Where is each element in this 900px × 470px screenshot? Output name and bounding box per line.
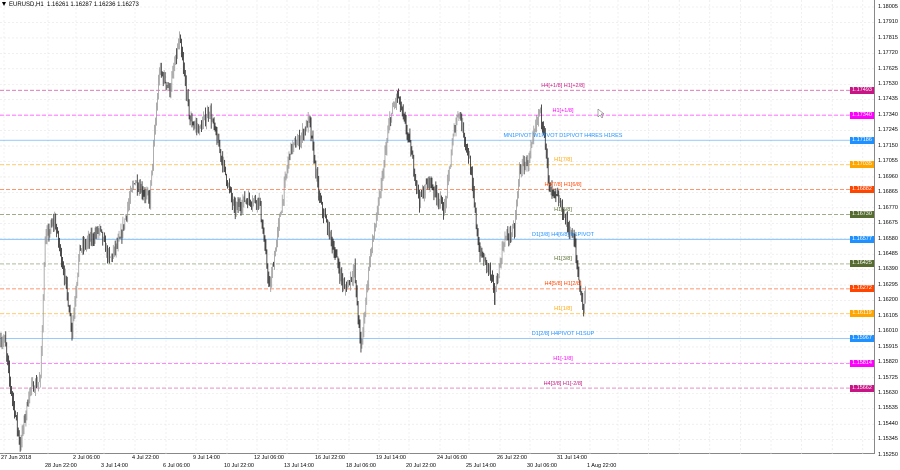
x-tick-label: 2 Jul 06:00	[73, 455, 100, 461]
x-tick-label: 9 Jul 14:00	[193, 455, 220, 461]
y-tick-label: 1.16770	[878, 204, 898, 211]
level-label: H1[+1/8]	[552, 107, 574, 114]
x-tick-label: 16 Jul 22:00	[315, 455, 345, 461]
x-tick-label: 26 Jul 22:00	[497, 455, 527, 461]
y-tick-label: 1.17055	[878, 158, 898, 165]
level-price-label: 1.15814	[850, 359, 874, 367]
y-tick-label: 1.18005	[878, 3, 898, 10]
y-tick-label: 1.17625	[878, 65, 898, 72]
x-tick-label: 10 Jul 22:00	[224, 462, 254, 469]
level-label: H1[5/8]	[554, 206, 572, 213]
x-tick-label: 4 Jul 22:00	[132, 455, 159, 461]
x-tick-label: 3 Jul 14:00	[101, 462, 128, 469]
ohlc-readout: 1.16261 1.16287 1.16236 1.16273	[47, 2, 139, 8]
y-tick-label: 1.17720	[878, 50, 898, 57]
level-price-label: 1.16730	[850, 210, 874, 218]
symbol-timeframe: EURUSD,H1	[9, 2, 44, 8]
level-price-label: 1.15967	[850, 334, 874, 342]
y-tick-label: 1.16865	[878, 189, 898, 196]
y-tick-label: 1.16675	[878, 220, 898, 227]
level-price-label: 1.16577	[850, 235, 874, 243]
level-label: D1[2/8] H4PIVOT H1SUP	[531, 330, 595, 337]
x-tick-label: 24 Jul 06:00	[437, 455, 467, 461]
y-tick-label: 1.17530	[878, 81, 898, 87]
y-tick-label: 1.17340	[878, 111, 898, 118]
level-label: H1[1/8]	[554, 306, 572, 313]
level-label: H4[3/8] H1[-2/8]	[543, 380, 583, 387]
y-tick-label: 1.16295	[878, 281, 898, 288]
x-tick-label: 13 Jul 14:00	[284, 462, 314, 469]
y-tick-label: 1.15820	[878, 359, 898, 366]
y-tick-label: 1.16960	[878, 173, 898, 180]
y-tick-label: 1.15535	[878, 405, 898, 412]
level-label: H1[7/8]	[554, 157, 572, 164]
y-tick-label: 1.15630	[878, 390, 898, 396]
x-tick-label: 31 Jul 14:00	[557, 455, 587, 461]
x-tick-label: 30 Jul 06:00	[527, 462, 557, 469]
level-price-label: 1.17493	[850, 86, 874, 94]
level-label: H4[7/8] H1[6/8]	[544, 182, 582, 189]
y-tick-label: 1.17910	[878, 19, 898, 26]
level-price-label: 1.17186	[850, 136, 874, 144]
x-tick-label: 27 Jun 2018	[1, 455, 32, 461]
chart-title: EURUSD,H1 1.16261 1.16287 1.16236 1.1627…	[2, 2, 139, 8]
y-tick-label: 1.15345	[878, 436, 898, 443]
x-tick-label: 12 Jul 06:00	[254, 455, 284, 461]
y-tick-label: 1.16200	[878, 297, 898, 304]
y-tick-label: 1.15725	[878, 374, 898, 381]
y-tick-label: 1.17435	[878, 96, 898, 103]
y-tick-label: 1.15440	[878, 420, 898, 427]
level-label: H1[-1/8]	[553, 355, 573, 362]
chart-area[interactable]	[0, 0, 875, 454]
y-tick-label: 1.16010	[878, 328, 898, 335]
level-price-label: 1.16882	[850, 186, 874, 194]
y-tick-label: 1.15250	[878, 451, 898, 458]
x-tick-label: 6 Jul 06:00	[163, 462, 190, 469]
level-price-label: 1.17035	[850, 161, 874, 169]
x-tick-label: 25 Jul 14:00	[466, 462, 496, 469]
level-price-label: 1.16425	[850, 260, 874, 268]
level-label: H4[5/8] H1[2/8]	[544, 281, 582, 288]
x-tick-label: 28 Jun 22:00	[45, 462, 77, 469]
x-tick-label: 18 Jul 06:00	[346, 462, 376, 469]
x-tick-label: 19 Jul 14:00	[376, 455, 406, 461]
y-tick-label: 1.17245	[878, 127, 898, 134]
x-tick-label: 1 Aug 22:00	[587, 462, 617, 469]
level-label: D1[3/8] H4[6/8] H1PIVOT	[531, 231, 595, 238]
level-price-label: 1.16272	[850, 285, 874, 293]
y-tick-label: 1.16105	[878, 312, 898, 319]
x-tick-label: 20 Jul 22:00	[406, 462, 436, 469]
dropdown-triangle-icon[interactable]	[2, 2, 6, 7]
mouse-cursor-icon	[597, 108, 605, 119]
y-tick-label: 1.17815	[878, 34, 898, 41]
level-price-label: 1.15662	[850, 384, 874, 392]
y-tick-label: 1.16485	[878, 250, 898, 257]
price-chart[interactable]	[0, 0, 875, 454]
level-label: MN1PIVOT W1PIVOT D1PIVOT H4RES H1RES	[503, 132, 623, 139]
y-tick-label: 1.17150	[878, 142, 898, 149]
y-tick-label: 1.16580	[878, 235, 898, 242]
level-label: H4[+1/8] H1[+2/8]	[541, 82, 585, 89]
y-tick-label: 1.16390	[878, 266, 898, 273]
level-price-label: 1.16119	[850, 310, 874, 318]
y-tick-label: 1.15915	[878, 343, 898, 350]
level-price-label: 1.17340	[850, 111, 874, 119]
level-label: H1[3/8]	[554, 256, 572, 263]
